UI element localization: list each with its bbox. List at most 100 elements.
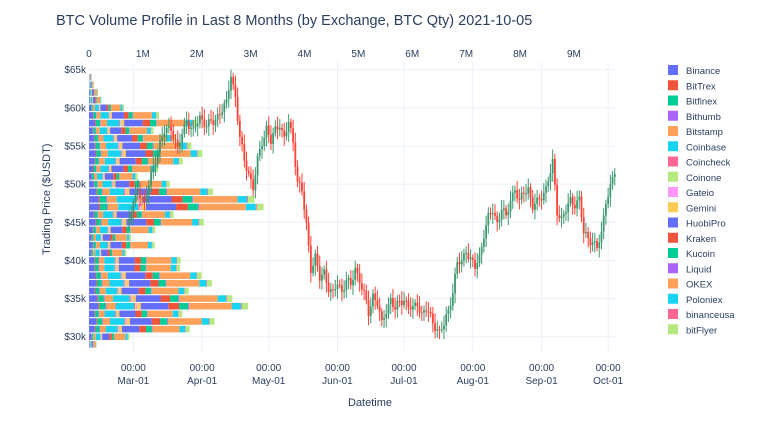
volume-bar-segment	[101, 272, 108, 279]
candle-body	[456, 262, 459, 274]
volume-bar-segment	[255, 203, 257, 211]
volume-bar-segment	[116, 173, 120, 180]
volume-bar-segment	[89, 142, 95, 150]
volume-bar-segment	[99, 203, 101, 211]
legend-item[interactable]: Coinbase	[668, 141, 726, 153]
volume-bar-segment	[153, 142, 181, 150]
legend-item[interactable]: Bitfinex	[668, 95, 717, 108]
volume-bar-segment	[119, 119, 121, 127]
legend-swatch	[668, 171, 678, 182]
volume-bar-segment	[119, 325, 122, 333]
candle-body	[334, 289, 337, 291]
candle-body	[396, 300, 399, 310]
volume-bar-segment	[152, 142, 154, 150]
volume-bar-segment	[109, 234, 113, 241]
volume-bar-segment	[115, 264, 116, 272]
volume-bar-segment	[89, 127, 93, 134]
volume-bar-segment	[108, 165, 109, 173]
legend-item[interactable]: Gemini	[668, 202, 716, 214]
volume-bar-segment	[93, 234, 97, 241]
volume-bar-segment	[170, 211, 174, 218]
legend-item[interactable]: BitTrex	[668, 80, 716, 92]
candle-body	[489, 213, 492, 215]
volume-bar-segment	[114, 211, 115, 218]
volume-bar-segment	[99, 287, 106, 295]
volume-bar-segment	[165, 280, 167, 287]
candle-body	[576, 200, 578, 209]
legend-item[interactable]: Bithumb	[668, 110, 721, 123]
candle-body	[214, 119, 217, 126]
volume-bar-segment	[97, 318, 103, 325]
volume-bar-segment	[105, 302, 107, 310]
legend-label: bitFlyer	[686, 325, 717, 336]
volume-bar-segment	[135, 302, 138, 310]
volume-bar-segment	[114, 135, 116, 142]
candle-body	[243, 144, 246, 161]
legend-item[interactable]: Bitstamp	[668, 126, 723, 138]
volume-bar-segment	[93, 241, 96, 249]
x-tick-date: Jul-01	[390, 376, 418, 387]
volume-bar-segment	[240, 302, 242, 310]
volume-bar-segment	[98, 302, 100, 310]
legend-label: OKEX	[686, 280, 713, 291]
volume-bar-segment	[93, 211, 95, 218]
volume-bar-segment	[135, 295, 161, 302]
legend-item[interactable]: Kraken	[668, 232, 716, 245]
volume-bar-segment	[118, 325, 120, 333]
volume-bar-segment	[94, 310, 96, 318]
candle-body	[387, 304, 390, 314]
legend-item[interactable]: Binance	[668, 65, 720, 77]
volume-bar-segment	[110, 226, 123, 234]
volume-bar-segment	[198, 218, 200, 226]
volume-bar-segment	[107, 196, 117, 203]
legend-item[interactable]: Coinone	[668, 171, 721, 184]
legend-item[interactable]: OKEX	[668, 278, 713, 291]
candle-body	[363, 289, 366, 291]
legend-item[interactable]: binanceusa	[668, 309, 735, 321]
legend-item[interactable]: HuobiPro	[668, 217, 726, 230]
candle-body	[602, 215, 605, 232]
volume-bar-segment	[102, 180, 112, 188]
candle-body	[429, 311, 432, 314]
candle-body	[312, 265, 314, 273]
volume-bar-segment	[129, 234, 132, 241]
legend-item[interactable]: Poloniex	[668, 293, 723, 306]
candle-body	[285, 131, 288, 137]
legend-label: Kucoin	[686, 249, 715, 260]
candle-body	[256, 156, 259, 176]
volume-bar-segment	[100, 142, 107, 150]
legend-item[interactable]: bitFlyer	[668, 324, 717, 336]
volume-bar-segment	[107, 249, 111, 257]
legend-item[interactable]: Kucoin	[668, 248, 715, 260]
volume-bar-segment	[146, 142, 153, 150]
legend-label: Gateio	[686, 188, 714, 199]
volume-bar-segment	[89, 325, 95, 333]
volume-bar-segment	[225, 295, 227, 302]
volume-bar-segment	[98, 264, 105, 272]
legend-item[interactable]: Gateio	[668, 187, 714, 199]
volume-bar-segment	[176, 257, 178, 264]
volume-bar-segment	[167, 188, 201, 196]
candle-body	[172, 130, 175, 140]
legend[interactable]: Binance BitTrex Bitfinex Bithumb Bitstamp Coi…	[668, 65, 735, 336]
legend-item[interactable]: Coincheck	[668, 156, 731, 169]
volume-bar-segment	[89, 180, 94, 188]
candle-body	[540, 199, 543, 201]
volume-bar-segment	[98, 264, 99, 272]
volume-bar-segment	[89, 173, 92, 180]
volume-bar-segment	[91, 89, 94, 96]
volume-bar-segment	[122, 218, 124, 226]
volume-bar-segment	[139, 203, 141, 211]
volume-tick-label: 6M	[405, 49, 419, 60]
volume-bar-segment	[145, 287, 152, 295]
volume-bar-segment	[197, 150, 198, 157]
legend-item[interactable]: Liquid	[668, 263, 711, 275]
volume-bar-segment	[89, 89, 90, 96]
volume-bar-segment	[105, 287, 118, 295]
candle-body	[491, 213, 494, 215]
candle-body	[514, 190, 516, 193]
candle-body	[167, 126, 170, 128]
volume-bar-segment	[109, 226, 111, 234]
volume-bar-segment	[117, 325, 119, 333]
volume-bar-segment	[117, 287, 119, 295]
